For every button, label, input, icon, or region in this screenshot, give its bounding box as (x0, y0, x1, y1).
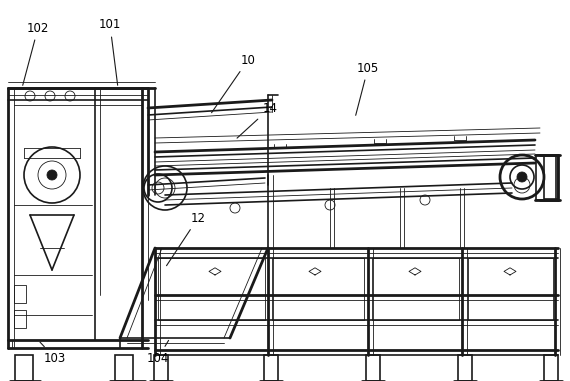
Text: 104: 104 (147, 340, 169, 365)
Bar (458, 355, 472, 381)
Bar (366, 355, 380, 381)
Bar (154, 355, 168, 381)
Text: 105: 105 (356, 61, 379, 115)
Bar (115, 355, 133, 381)
Bar (536, 155, 556, 200)
Bar (468, 258, 553, 320)
Bar (544, 355, 558, 381)
Bar (544, 155, 558, 199)
Text: 101: 101 (99, 19, 121, 85)
Bar (264, 355, 278, 381)
Circle shape (517, 172, 527, 182)
Bar (14, 285, 26, 303)
Text: 10: 10 (211, 53, 255, 113)
Bar (372, 258, 459, 320)
Text: 103: 103 (40, 342, 66, 365)
Bar (272, 258, 364, 320)
Text: 14: 14 (237, 101, 278, 138)
Text: 102: 102 (23, 21, 49, 85)
Bar (15, 355, 33, 381)
Text: 12: 12 (166, 211, 206, 266)
Bar (158, 258, 265, 320)
Bar (12, 340, 142, 348)
Circle shape (47, 170, 57, 180)
Bar (14, 310, 26, 328)
